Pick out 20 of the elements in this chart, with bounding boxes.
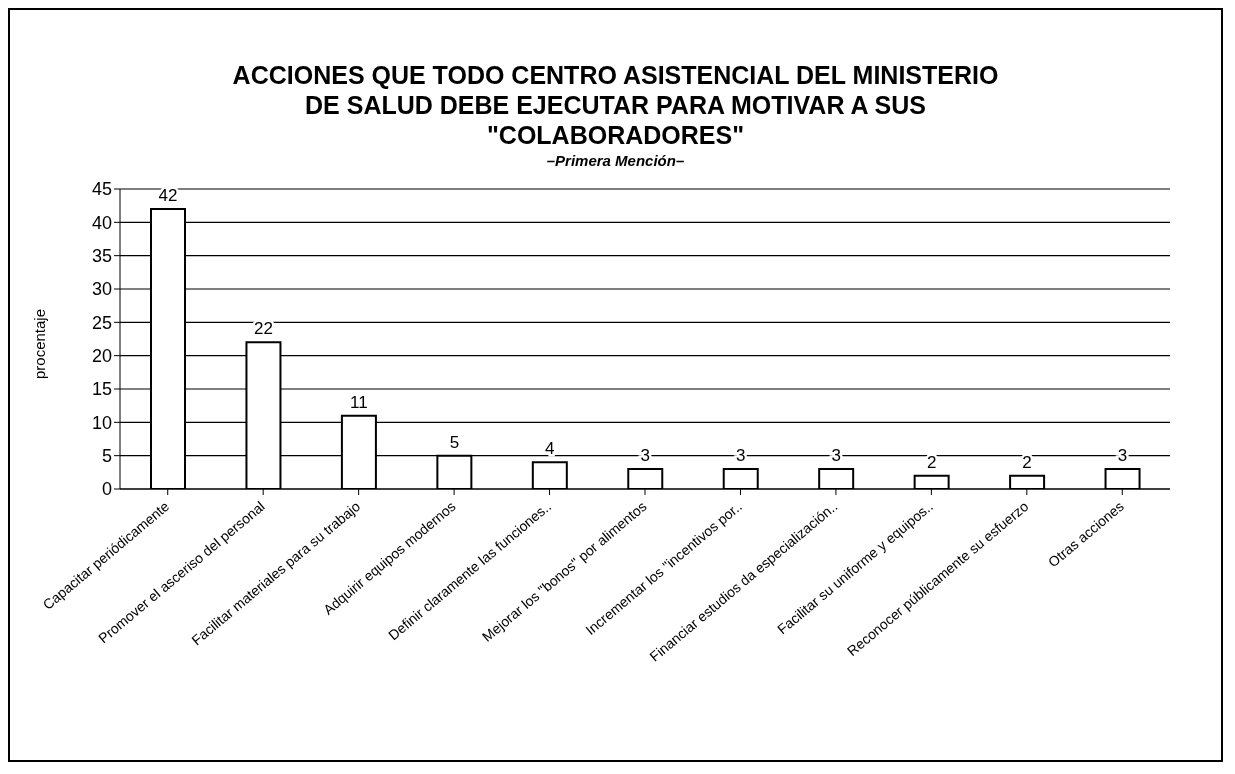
data-label: 11 [350,392,368,412]
y-tick-label: 5 [101,446,112,467]
y-tick-label: 45 [91,179,112,200]
y-tick-label: 20 [91,346,112,367]
y-axis-title: procentaje [31,308,49,379]
data-label: 4 [545,439,555,459]
data-label: 22 [253,319,273,339]
y-tick-label: 30 [91,279,112,300]
y-tick-label: 35 [91,246,112,267]
data-label: 42 [158,186,178,205]
chart-subtitle: –Primera Mención– [545,152,686,169]
chart-title: ACCIONES QUE TODO CENTRO ASISTENCIAL DEL MINISTERIO DE SALUD DEBE EJECUTAR PARA MOTIVAR A SUS "COLABORADORES" [231,60,1000,150]
y-tick-label: 25 [91,312,112,333]
y-tick-label: 0 [101,479,112,500]
data-label: 2 [1022,452,1032,472]
y-tick-label: 15 [91,379,112,400]
data-label: 2 [926,452,937,472]
y-tick-label: 10 [91,412,112,433]
data-label: 5 [449,432,460,452]
y-tick-label: 40 [91,212,112,233]
